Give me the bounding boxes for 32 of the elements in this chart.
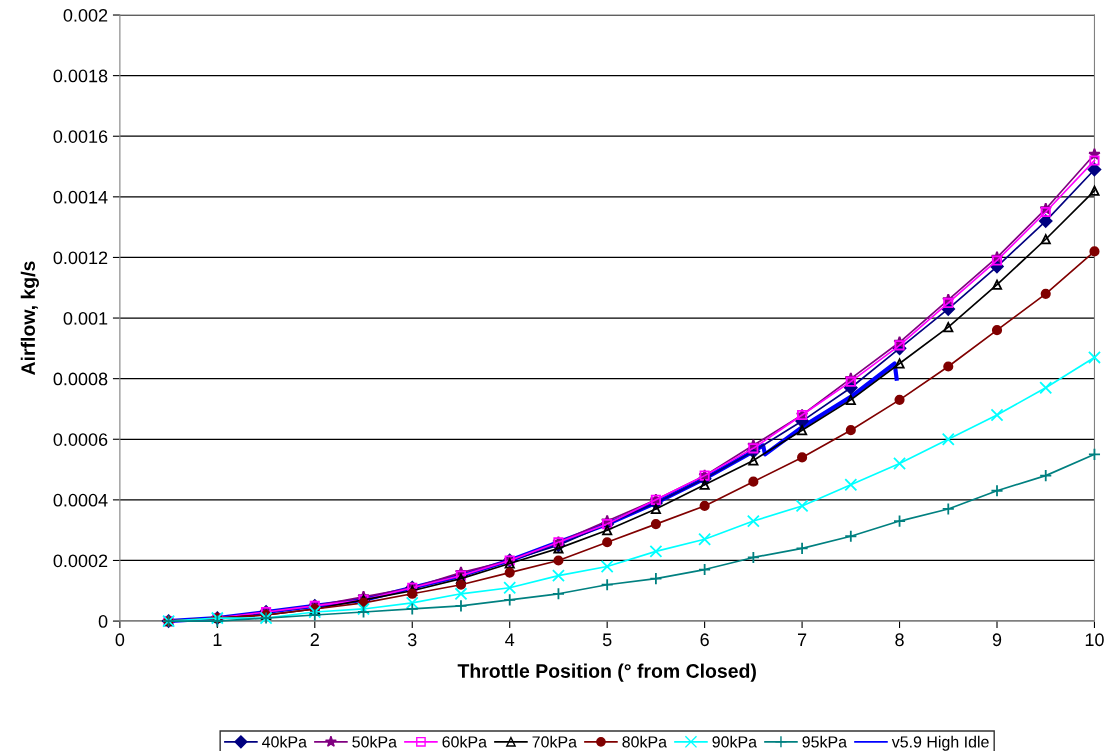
y-tick-label: 0.0002 (53, 554, 108, 568)
y-tick-label: 0.0006 (53, 433, 108, 446)
x-tick-label: 4 (505, 633, 515, 646)
y-axis-title: Airflow, kg/s (20, 261, 39, 375)
x-tick-label: 2 (310, 633, 319, 646)
x-tick-label: 9 (992, 633, 1002, 647)
legend-label: 70kPa (532, 735, 577, 748)
y-tick-label: 0.002 (63, 8, 108, 22)
legend-label: 95kPa (802, 735, 848, 748)
y-tick-label: 0.0008 (53, 372, 108, 386)
x-tick-label: 8 (895, 633, 904, 647)
x-tick-label: 5 (602, 633, 612, 647)
y-tick-label: 0.0018 (53, 69, 108, 83)
legend-label: 60kPa (442, 735, 487, 748)
y-tick-label: 0.0004 (53, 493, 108, 507)
x-tick-label: 10 (1085, 633, 1104, 647)
x-tick-label: 0 (115, 633, 125, 647)
legend-label: v5.9 High Idle (891, 735, 989, 751)
x-tick-label: 6 (700, 633, 709, 647)
legend-label: 40kPa (262, 735, 307, 748)
y-tick-label: 0.0012 (53, 251, 108, 265)
x-axis-title: Throttle Position (° from Closed) (457, 663, 756, 682)
y-tick-label: 0.001 (63, 311, 108, 325)
x-tick-label: 7 (797, 633, 807, 646)
legend-label: 50kPa (352, 735, 397, 748)
legend-label: 80kPa (622, 735, 667, 748)
y-tick-label: 0.0016 (53, 130, 108, 143)
y-tick-label: 0.0014 (53, 190, 108, 204)
x-tick-label: 3 (407, 633, 417, 647)
legend-label: 90kPa (712, 735, 758, 748)
y-tick-label: 0 (98, 615, 108, 628)
x-tick-label: 1 (213, 633, 222, 646)
